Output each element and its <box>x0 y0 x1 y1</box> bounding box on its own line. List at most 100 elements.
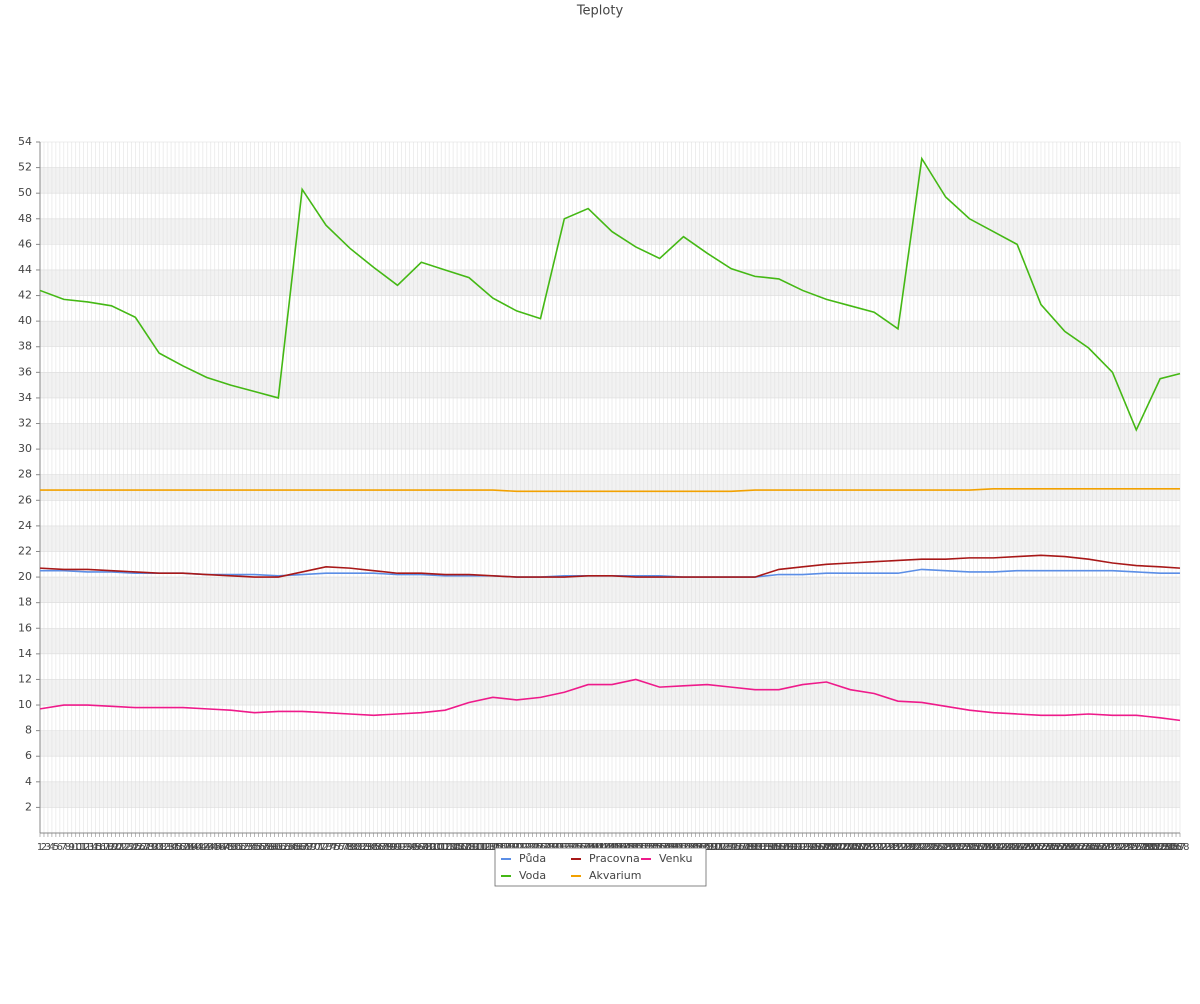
x-tick-label: 169 <box>698 842 717 853</box>
x-tick-label: 225 <box>920 842 939 853</box>
legend-label: Akvarium <box>589 869 641 882</box>
x-tick-label: 218 <box>892 842 911 853</box>
y-tick-label: 30 <box>18 442 32 455</box>
x-tick-label: 281 <box>1143 842 1162 853</box>
x-tick-label: 157 <box>650 842 669 853</box>
series-line <box>39 156 1181 432</box>
x-tick-label: 56 <box>252 842 265 853</box>
y-tick-label: 22 <box>18 544 32 557</box>
x-tick-label: 92 <box>395 842 408 853</box>
x-tick-label: 98 <box>419 842 432 853</box>
x-tick-label: 172 <box>710 842 729 853</box>
x-tick-label: 138 <box>575 842 594 853</box>
x-tick-label: 233 <box>952 842 971 853</box>
x-tick-label: 91 <box>391 842 404 853</box>
x-tick-label: 149 <box>618 842 637 853</box>
grid-band <box>40 525 1180 552</box>
grid-band <box>40 167 1180 194</box>
x-tick-label: 199 <box>817 842 836 853</box>
x-tick-label: 193 <box>793 842 812 853</box>
x-tick-label: 27 <box>137 842 150 853</box>
x-tick-label: 137 <box>571 842 590 853</box>
x-tick-label: 215 <box>880 842 899 853</box>
x-tick-label: 285 <box>1159 842 1178 853</box>
x-tick-label: 100 <box>424 842 443 853</box>
x-tick-label: 72 <box>316 842 329 853</box>
x-tick-label: 31 <box>153 842 166 853</box>
x-tick-label: 203 <box>833 842 852 853</box>
y-tick-label: 2 <box>25 800 32 813</box>
x-tick-label: 88 <box>379 842 392 853</box>
x-tick-label: 271 <box>1103 842 1122 853</box>
x-tick-label: 187 <box>769 842 788 853</box>
x-tick-label: 244 <box>996 842 1015 853</box>
x-tick-label: 140 <box>583 842 602 853</box>
x-tick-label: 22 <box>117 842 130 853</box>
y-tick-label: 40 <box>18 314 32 327</box>
legend-label: Pracovna <box>589 852 640 865</box>
y-tick-label: 6 <box>25 749 32 762</box>
grid-band <box>40 781 1180 808</box>
x-tick-label: 200 <box>821 842 840 853</box>
y-tick-label: 32 <box>18 417 32 430</box>
x-tick-label: 117 <box>491 842 510 853</box>
x-tick-label: 261 <box>1063 842 1082 853</box>
x-tick-label: 77 <box>336 842 349 853</box>
x-tick-label: 66 <box>292 842 305 853</box>
x-tick-label: 87 <box>375 842 388 853</box>
x-tick-label: 214 <box>877 842 896 853</box>
series-line <box>40 487 1180 493</box>
x-tick-label: 237 <box>968 842 987 853</box>
x-tick-label: 173 <box>714 842 733 853</box>
x-tick-label: 234 <box>956 842 975 853</box>
x-tick-label: 145 <box>602 842 621 853</box>
x-tick-label: 110 <box>463 842 482 853</box>
x-tick-label: 26 <box>133 842 146 853</box>
x-tick-label: 195 <box>801 842 820 853</box>
legend-box <box>494 847 707 887</box>
x-tick-label: 267 <box>1087 842 1106 853</box>
x-tick-label: 170 <box>702 842 721 853</box>
x-tick-label: 230 <box>940 842 959 853</box>
x-tick-label: 248 <box>1012 842 1031 853</box>
x-tick-label: 130 <box>543 842 562 853</box>
x-tick-label: 179 <box>737 842 756 853</box>
x-tick-label: 41 <box>193 842 206 853</box>
x-tick-label: 197 <box>809 842 828 853</box>
y-tick-label: 10 <box>18 698 32 711</box>
x-tick-label: 58 <box>260 842 273 853</box>
x-tick-label: 274 <box>1115 842 1134 853</box>
x-tick-label: 133 <box>555 842 574 853</box>
x-tick-label: 150 <box>622 842 641 853</box>
y-tick-label: 44 <box>18 263 32 276</box>
x-tick-label: 6 <box>57 842 63 853</box>
x-tick-label: 204 <box>837 842 856 853</box>
x-tick-label: 12 <box>77 842 90 853</box>
y-tick-label: 52 <box>18 161 32 174</box>
x-tick-label: 236 <box>964 842 983 853</box>
legend-label: Venku <box>659 852 692 865</box>
x-tick-label: 178 <box>734 842 753 853</box>
x-tick-label: 143 <box>594 842 613 853</box>
x-tick-label: 206 <box>845 842 864 853</box>
x-tick-label: 131 <box>547 842 566 853</box>
x-tick-label: 144 <box>598 842 617 853</box>
y-tick-label: 54 <box>18 135 32 148</box>
x-tick-label: 134 <box>559 842 578 853</box>
legend-label: Voda <box>519 869 546 882</box>
x-tick-label: 257 <box>1047 842 1066 853</box>
x-tick-label: 263 <box>1071 842 1090 853</box>
grid-band <box>40 577 1180 603</box>
x-tick-label: 116 <box>487 842 506 853</box>
x-tick-label: 182 <box>749 842 768 853</box>
x-tick-label: 159 <box>658 842 677 853</box>
x-tick-label: 102 <box>432 842 451 853</box>
x-tick-label: 23 <box>121 842 134 853</box>
x-tick-label: 183 <box>753 842 772 853</box>
x-tick-label: 191 <box>785 842 804 853</box>
x-tick-label: 106 <box>448 842 467 853</box>
y-tick-label: 24 <box>18 519 32 532</box>
x-tick-label: 35 <box>169 842 182 853</box>
x-tick-label: 73 <box>320 842 333 853</box>
